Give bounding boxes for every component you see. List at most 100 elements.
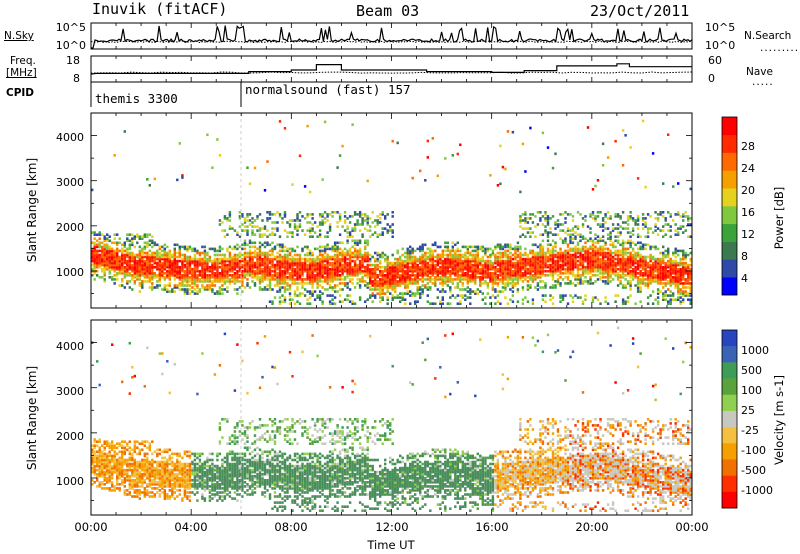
power-cell	[679, 290, 682, 293]
power-cell	[288, 253, 292, 257]
power-cell	[589, 247, 592, 251]
power-cell	[489, 276, 492, 279]
power-cell	[601, 274, 605, 277]
power-cell	[401, 282, 404, 285]
power-cell	[266, 211, 269, 214]
power-cell	[484, 261, 487, 265]
power-cell	[118, 284, 121, 287]
power-cell	[466, 255, 469, 259]
power-cell	[491, 284, 495, 287]
power-cell	[376, 235, 379, 238]
power-cell	[141, 280, 144, 283]
power-cell	[461, 253, 464, 257]
power-cell	[358, 280, 362, 283]
power-cell	[606, 217, 610, 220]
power-cell	[689, 274, 692, 277]
power-cell	[464, 255, 467, 259]
power-cell	[171, 253, 174, 257]
power-cell	[506, 278, 510, 281]
power-cell	[481, 255, 484, 259]
power-cell	[256, 251, 259, 255]
power-cell	[411, 269, 414, 273]
power-cell	[186, 288, 189, 291]
power-cell	[401, 263, 404, 267]
power-cell	[183, 278, 187, 281]
power-cell	[226, 280, 229, 283]
power-cell	[101, 245, 104, 249]
power-cell	[198, 288, 202, 291]
power-cell	[664, 274, 667, 277]
power-cell	[253, 269, 257, 273]
power-cell	[641, 276, 645, 279]
power-cell	[281, 300, 284, 303]
power-cell	[454, 261, 457, 265]
power-cell	[456, 253, 459, 257]
power-cell	[396, 282, 399, 285]
power-cell	[168, 261, 171, 265]
power-cell	[188, 276, 192, 279]
power-cell	[609, 280, 612, 283]
power-cell	[213, 259, 217, 263]
power-cell	[371, 233, 374, 236]
power-cell	[223, 263, 227, 267]
power-cell	[651, 152, 655, 155]
power-cell	[649, 255, 652, 259]
power-cell	[459, 249, 462, 253]
power-cell	[526, 255, 530, 259]
power-cell	[651, 265, 655, 269]
power-cell	[664, 294, 667, 297]
power-cell	[449, 280, 452, 283]
power-cell	[599, 211, 602, 214]
power-cell	[256, 276, 259, 279]
power-cell	[459, 274, 462, 277]
power-cell	[323, 211, 327, 214]
power-cell	[268, 253, 272, 257]
power-cell	[238, 286, 242, 289]
power-cell	[436, 263, 439, 267]
power-cell	[441, 280, 444, 283]
power-cell	[684, 229, 687, 232]
power-cell	[216, 292, 219, 295]
power-cell	[226, 259, 229, 263]
power-cell	[318, 274, 322, 277]
power-cell	[263, 269, 267, 273]
power-cell	[226, 233, 229, 236]
power-cell	[446, 261, 449, 265]
power-cell	[171, 261, 174, 265]
power-cell	[414, 292, 417, 295]
power-cell	[146, 269, 149, 273]
power-cell	[258, 253, 262, 257]
power-cell	[599, 272, 602, 275]
power-cell	[203, 257, 207, 261]
power-cell	[296, 245, 299, 249]
power-cell	[589, 280, 592, 283]
power-cell	[296, 269, 299, 273]
power-cell	[338, 251, 342, 255]
power-cell	[386, 276, 389, 279]
power-cell	[126, 251, 129, 255]
power-cell	[677, 233, 680, 236]
power-cell	[667, 211, 670, 214]
power-cell	[454, 274, 457, 277]
power-cell	[158, 274, 161, 277]
power-cell	[454, 243, 457, 247]
power-cell	[326, 255, 329, 259]
power-cell	[651, 276, 655, 279]
power-cell	[293, 280, 297, 283]
power-cell	[394, 288, 397, 291]
power-cell	[421, 292, 424, 295]
power-cell	[466, 265, 469, 269]
power-cell	[404, 251, 407, 255]
power-cell	[374, 282, 377, 285]
power-cell	[366, 241, 369, 245]
power-cell	[221, 267, 224, 271]
power-cell	[591, 213, 595, 216]
power-cell	[93, 241, 96, 245]
power-cell	[641, 223, 645, 226]
power-cell	[163, 249, 166, 253]
power-cell	[356, 241, 359, 245]
power-cell	[238, 261, 242, 265]
power-cell	[276, 265, 279, 269]
power-cell	[338, 233, 342, 236]
power-cell	[639, 265, 642, 269]
